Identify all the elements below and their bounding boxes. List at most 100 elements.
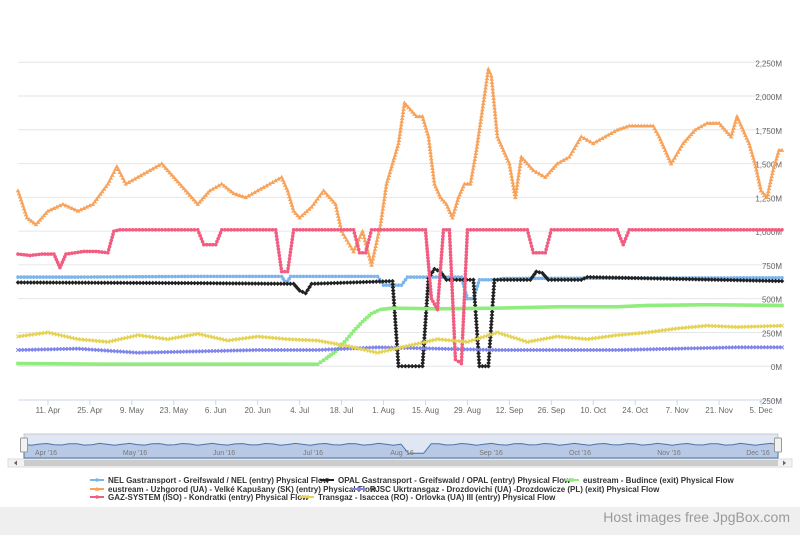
data-point	[102, 280, 107, 286]
data-point	[632, 123, 638, 128]
data-point	[638, 123, 644, 128]
data-point	[493, 115, 498, 120]
legend-item[interactable]: eustream - Uzhgorod (UA) - Velké Kapušan…	[90, 485, 377, 494]
data-point	[403, 363, 408, 369]
x-tick-label: 5. Dec	[749, 406, 772, 415]
data-point	[678, 325, 683, 331]
data-point	[360, 250, 365, 255]
data-point	[290, 234, 295, 239]
data-point	[115, 362, 120, 366]
data-point	[287, 260, 291, 264]
data-point	[490, 299, 496, 305]
data-point	[243, 195, 249, 200]
data-point	[680, 276, 686, 282]
data-point	[108, 339, 114, 344]
data-point	[309, 204, 314, 209]
data-point	[147, 274, 151, 279]
data-point	[228, 337, 234, 343]
data-point	[422, 329, 428, 335]
data-point	[372, 274, 377, 279]
data-point	[508, 277, 514, 283]
data-point	[627, 227, 631, 232]
data-point	[539, 305, 544, 309]
data-point	[498, 347, 503, 353]
data-point	[755, 173, 760, 178]
data-point	[426, 256, 430, 260]
data-point	[602, 227, 607, 232]
data-point	[546, 241, 550, 245]
data-point	[492, 111, 498, 116]
data-point	[162, 336, 167, 341]
legend-item[interactable]: PJSC Ukrtransgaz - Drozdovichi (UA) -Dro…	[352, 485, 660, 494]
data-point	[131, 274, 135, 279]
data-point	[362, 238, 368, 243]
data-point	[348, 227, 353, 232]
data-point	[299, 347, 304, 353]
data-point	[218, 362, 223, 366]
data-point	[102, 275, 106, 279]
data-point	[463, 285, 467, 289]
data-point	[570, 148, 576, 153]
data-point	[768, 180, 773, 185]
data-point	[201, 195, 207, 200]
scrollbar-thumb[interactable]	[24, 460, 778, 466]
legend-item[interactable]: Transgaz - Isaccea (RO) - Orlovka (UA) I…	[300, 493, 556, 502]
data-point	[327, 195, 332, 200]
data-point	[718, 303, 722, 307]
data-point	[767, 323, 772, 329]
data-point	[431, 275, 435, 279]
data-point	[426, 265, 431, 270]
data-point	[687, 276, 692, 282]
data-point	[217, 281, 223, 286]
data-point	[461, 323, 465, 328]
data-point	[439, 250, 444, 254]
data-point	[406, 104, 411, 110]
navigator-handle-left[interactable]	[20, 437, 28, 453]
data-point	[550, 165, 556, 170]
data-point	[78, 207, 84, 212]
navigator-handle-right[interactable]	[774, 437, 782, 453]
data-point	[372, 247, 378, 252]
data-point	[476, 132, 482, 137]
data-point	[422, 335, 427, 341]
data-point	[394, 146, 400, 151]
data-point	[599, 304, 604, 309]
data-point	[179, 362, 184, 366]
data-point	[440, 272, 445, 277]
data-point	[246, 281, 252, 286]
data-point	[701, 122, 707, 127]
navigator[interactable]: Apr '16 May '16 Jun '16 Jul '16 Aug '16 Sep '…	[7, 433, 793, 468]
legend-item[interactable]: NEL Gastransport - Greifswald / NEL (ent…	[90, 476, 330, 485]
y-tick-label: 1,000M	[755, 228, 782, 237]
data-point	[428, 281, 432, 285]
legend-item[interactable]: eustream - Budince (exit) Physical Flow	[565, 476, 734, 485]
data-point	[330, 274, 335, 279]
data-point	[452, 326, 456, 330]
data-point	[432, 306, 437, 311]
legend-item[interactable]: GAZ-SYSTEM (ISO) - Kondratki (entry) Phy…	[90, 493, 309, 502]
data-point	[288, 250, 293, 255]
scroll-right-arrow-icon[interactable]	[783, 460, 786, 466]
legend-item[interactable]: OPAL Gastransport - Greifswald / OPAL (e…	[320, 476, 571, 485]
data-point	[252, 281, 258, 286]
data-point	[46, 252, 50, 256]
data-point	[754, 227, 759, 232]
data-point	[692, 303, 697, 307]
x-tick-label: 24. Oct	[622, 406, 649, 415]
data-point	[534, 250, 539, 255]
data-point	[694, 324, 700, 329]
data-point	[561, 304, 566, 309]
data-point	[29, 332, 34, 337]
scroll-left-arrow-icon[interactable]	[14, 460, 17, 466]
data-point	[144, 362, 149, 366]
data-point	[516, 336, 521, 342]
data-point	[508, 170, 514, 175]
data-point	[430, 269, 435, 275]
data-point	[754, 170, 760, 175]
data-point	[97, 249, 101, 254]
data-point	[221, 183, 227, 188]
data-point	[274, 231, 278, 235]
y-tick-label: -250M	[759, 397, 782, 406]
data-point	[480, 107, 485, 112]
data-point	[687, 227, 692, 232]
